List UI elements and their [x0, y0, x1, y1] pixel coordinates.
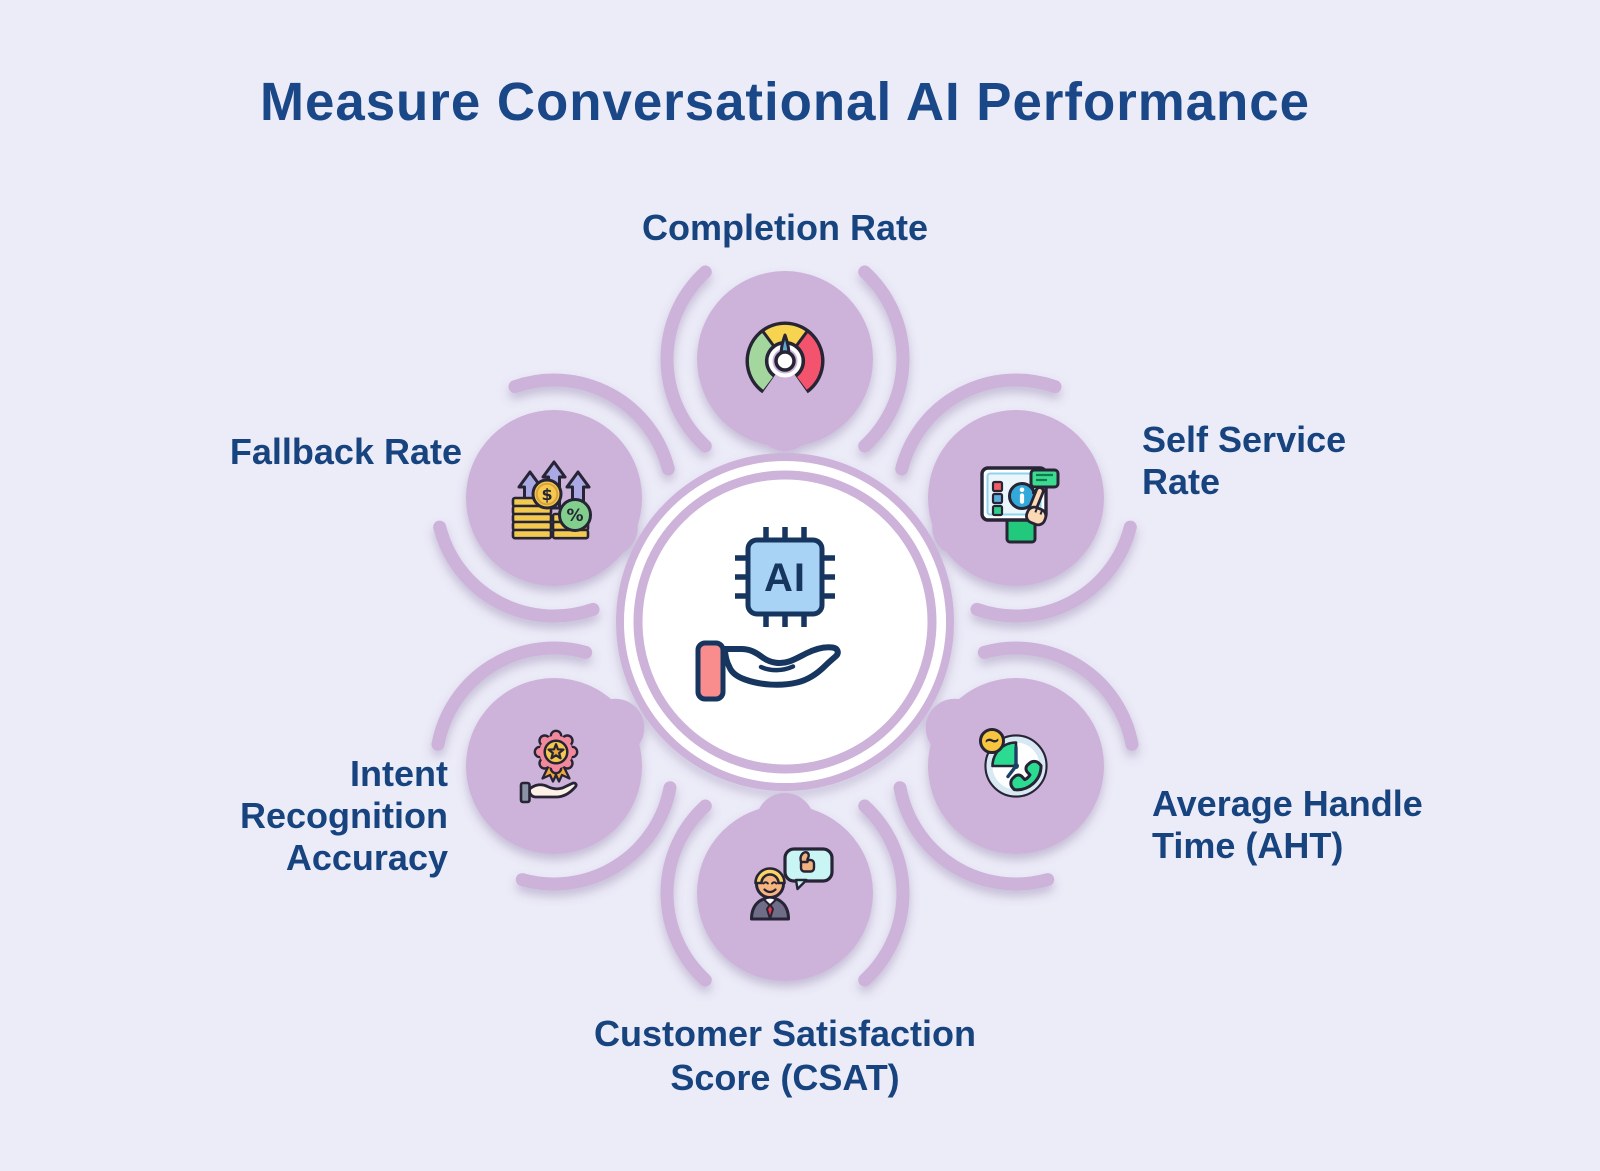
award-hand-icon [519, 729, 579, 804]
coins-growth-icon: $ % [511, 460, 592, 540]
touchscreen-info-icon [980, 466, 1060, 544]
ai-chip-icon: AI [735, 527, 835, 627]
gauge-icon [745, 321, 825, 394]
tilde-glyph: ~ [984, 728, 1001, 752]
metric-label-line: Accuracy [286, 837, 448, 878]
metric-completion-rate: Completion Rate [642, 207, 928, 394]
metric-average-handle-time: Average Handle Time (AHT) ~ [979, 728, 1423, 866]
metric-circle-customer-satisfaction [697, 805, 873, 981]
pointing-finger [1025, 486, 1048, 527]
percent-glyph: % [566, 506, 583, 526]
metric-fallback-rate: Fallback Rate $ % [230, 431, 592, 540]
metric-label-line: Score (CSAT) [670, 1057, 899, 1098]
metric-customer-satisfaction-score: Customer Satisfaction Score (CSAT) [594, 847, 976, 1098]
ai-chip-on-hand-icon: AI [695, 527, 841, 702]
decorative-arcs [431, 265, 1139, 987]
metric-intent-recognition-accuracy: Intent Recognition Accuracy [240, 729, 579, 878]
metric-label-line: Recognition [240, 795, 448, 836]
thumbs-up-glyph [799, 851, 816, 873]
metric-label-line: Fallback Rate [230, 431, 462, 472]
metric-circles [466, 271, 1104, 981]
metric-label-line: Intent [350, 753, 448, 794]
clock-phone-icon: ~ [979, 728, 1048, 798]
chip-body [745, 537, 825, 617]
metric-label-line: Average Handle [1152, 783, 1423, 824]
metric-label-line: Rate [1142, 461, 1220, 502]
metric-label-line: Time (AHT) [1152, 825, 1343, 866]
hand-cuff [695, 640, 726, 702]
chip-pins [735, 527, 835, 627]
hub-inner-ring [633, 470, 937, 774]
metric-label-line: Self Service [1142, 419, 1346, 460]
hub-outer-ring [616, 453, 954, 791]
dollar-glyph: $ [541, 485, 552, 504]
metric-label-line: Completion Rate [642, 207, 928, 248]
open-hand-icon [695, 640, 841, 702]
metric-self-service-rate: Self Service Rate [980, 419, 1346, 544]
hand-palm [722, 644, 841, 688]
metric-label-line: Customer Satisfaction [594, 1013, 976, 1054]
hand-finger-line [758, 664, 796, 673]
customer-thumbs-up-icon [750, 847, 834, 921]
page-title: Measure Conversational AI Performance [260, 72, 1310, 132]
chip-label: AI [764, 556, 806, 600]
